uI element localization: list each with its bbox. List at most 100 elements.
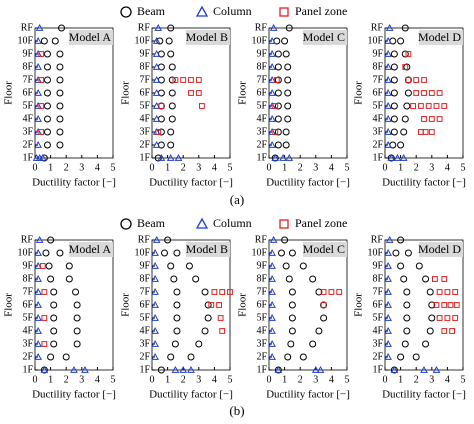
y-tick-label: RF [255, 234, 268, 245]
marker-circle [274, 102, 282, 110]
marker-triangle [34, 114, 42, 122]
marker-triangle [152, 49, 161, 57]
panel-title: Model B [186, 30, 228, 44]
marker-triangle [34, 274, 42, 282]
marker-square [320, 302, 327, 308]
marker-triangle [152, 62, 161, 70]
marker-triangle [34, 75, 42, 83]
marker-circle [284, 76, 292, 84]
marker-triangle [268, 287, 276, 295]
marker-square [180, 77, 187, 83]
marker-triangle [390, 365, 399, 373]
series [271, 24, 293, 162]
marker-triangle [384, 313, 392, 321]
marker-circle [390, 89, 398, 97]
title-box [303, 30, 347, 45]
y-tick-label: 8F [256, 61, 267, 72]
x-tick-label: 1 [398, 374, 403, 385]
marker-square [155, 129, 162, 135]
y-tick-label: 6F [22, 87, 33, 98]
marker-circle [73, 301, 81, 309]
x-tick-label: 5 [111, 374, 116, 385]
marker-circle [120, 218, 132, 230]
y-tick-label: 10F [367, 35, 383, 46]
series [40, 236, 81, 374]
marker-triangle [34, 248, 42, 256]
y-tick-label: RF [371, 234, 384, 245]
marker-triangle [384, 127, 392, 135]
marker-triangle [268, 88, 276, 96]
y-tick-label: 7F [256, 74, 267, 85]
marker-triangle [151, 326, 159, 334]
marker-circle [204, 301, 212, 309]
marker-square [421, 77, 427, 83]
marker-triangle [151, 287, 159, 295]
marker-circle [185, 262, 193, 270]
y-tick-label: 9F [22, 48, 33, 59]
marker-triangle [384, 274, 392, 282]
marker-circle [43, 128, 51, 136]
plot-frame [151, 27, 231, 159]
marker-circle [390, 128, 398, 136]
x-tick-label: 2 [64, 162, 69, 173]
caption: (a) [230, 192, 244, 207]
marker-triangle [387, 153, 396, 161]
marker-circle [403, 288, 411, 296]
panel-title: Model B [186, 242, 228, 256]
marker-circle [56, 50, 64, 58]
y-tick-label: 5F [372, 312, 383, 323]
x-tick-label: 0 [150, 162, 155, 173]
y-tick-label: 6F [256, 299, 267, 310]
x-tick-label: 5 [345, 374, 350, 385]
marker-circle [299, 262, 307, 270]
marker-circle [284, 102, 292, 110]
y-tick-label: 7F [22, 74, 33, 85]
y-axis-label: Floor [120, 81, 132, 105]
marker-circle [320, 314, 328, 322]
y-tick-label: 7F [139, 286, 150, 297]
marker-triangle [268, 127, 276, 135]
marker-circle [56, 102, 64, 110]
x-tick-label: 0 [267, 374, 272, 385]
marker-square [428, 90, 435, 96]
marker-square [413, 90, 420, 96]
marker-triangle [271, 153, 280, 161]
y-tick-label: 3F [139, 338, 150, 349]
y-axis-label: Floor [237, 81, 249, 105]
marker-square [41, 341, 48, 347]
marker-square [195, 77, 202, 83]
marker-circle [56, 249, 64, 257]
marker-square [428, 116, 435, 122]
legend-label: Beam [137, 4, 166, 18]
y-tick-label: 8F [372, 273, 383, 284]
marker-triangle [151, 274, 159, 282]
y-axis-label: Floor [120, 293, 132, 317]
y-tick-label: 10F [251, 247, 267, 258]
marker-triangle [151, 300, 159, 308]
marker-square [158, 103, 165, 109]
marker-triangle [269, 23, 278, 31]
series [402, 51, 448, 135]
y-tick-label: 3F [256, 126, 267, 137]
marker-circle [168, 102, 176, 110]
x-tick-label: 3 [429, 374, 434, 385]
marker-circle [45, 262, 53, 270]
legend-label: Beam [137, 216, 166, 230]
title-box [69, 30, 113, 45]
marker-circle [401, 115, 409, 123]
legend-label: Panel zone [295, 216, 347, 230]
x-tick-label: 5 [111, 162, 116, 173]
marker-triangle [384, 300, 392, 308]
marker-triangle [268, 49, 276, 57]
marker-triangle [385, 23, 394, 31]
marker-square [422, 129, 429, 135]
marker-circle [426, 327, 434, 335]
marker-circle [397, 262, 405, 270]
x-axis-label: Ductility factor [−] [266, 389, 350, 401]
y-tick-label: RF [21, 234, 34, 245]
marker-triangle [179, 365, 188, 373]
marker-square [279, 7, 289, 17]
y-tick-label: 10F [17, 35, 33, 46]
marker-square [428, 129, 435, 135]
y-tick-label: 5F [22, 312, 33, 323]
